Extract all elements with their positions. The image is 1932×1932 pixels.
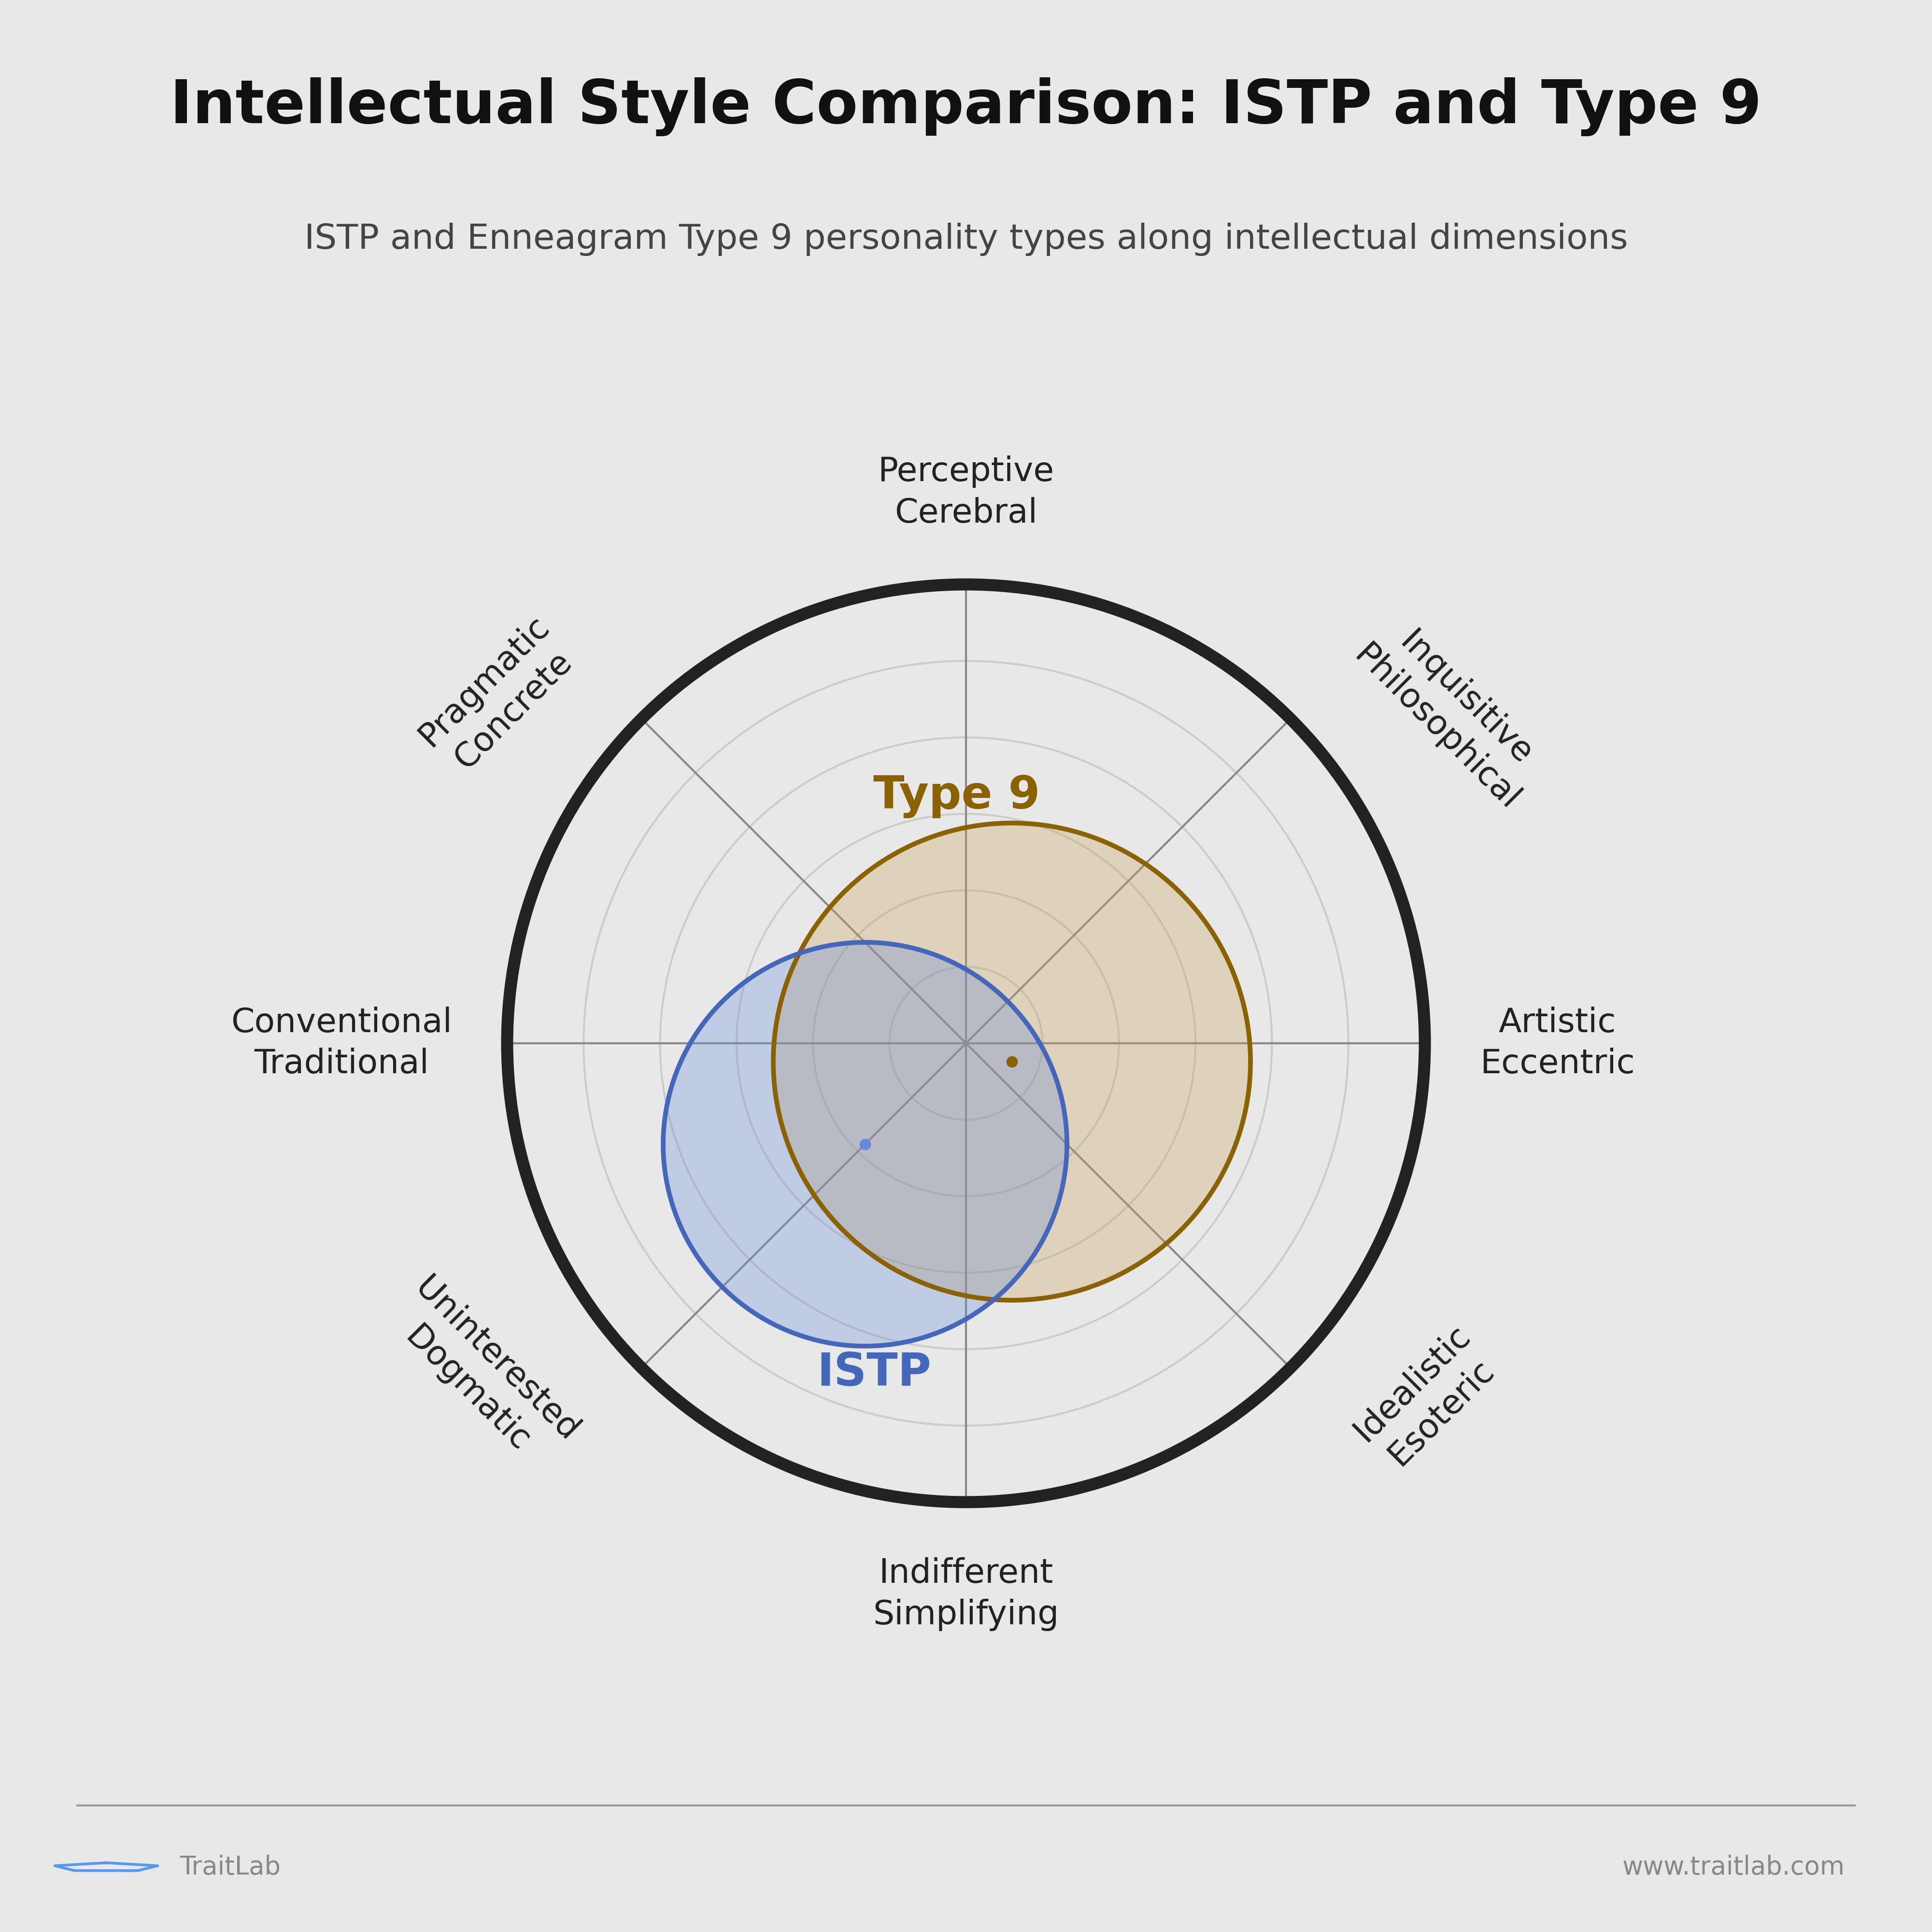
Polygon shape [773, 823, 1250, 1300]
Text: ISTP and Enneagram Type 9 personality types along intellectual dimensions: ISTP and Enneagram Type 9 personality ty… [303, 222, 1629, 255]
Text: Idealistic
Esoteric: Idealistic Esoteric [1347, 1320, 1505, 1476]
Text: Perceptive
Cerebral: Perceptive Cerebral [877, 456, 1055, 529]
Text: Inquisitive
Philosophical: Inquisitive Philosophical [1347, 611, 1555, 817]
Text: Indifferent
Simplifying: Indifferent Simplifying [873, 1557, 1059, 1631]
Text: Intellectual Style Comparison: ISTP and Type 9: Intellectual Style Comparison: ISTP and … [170, 77, 1762, 135]
Text: Artistic
Eccentric: Artistic Eccentric [1480, 1007, 1634, 1080]
Text: Conventional
Traditional: Conventional Traditional [232, 1007, 452, 1080]
Text: TraitLab: TraitLab [180, 1855, 280, 1880]
Text: Type 9: Type 9 [873, 775, 1039, 819]
Text: Pragmatic
Concrete: Pragmatic Concrete [412, 611, 585, 782]
Text: www.traitlab.com: www.traitlab.com [1623, 1855, 1845, 1880]
Text: ISTP: ISTP [817, 1350, 931, 1395]
Text: Uninterested
Dogmatic: Uninterested Dogmatic [379, 1271, 585, 1476]
Polygon shape [663, 943, 1066, 1347]
